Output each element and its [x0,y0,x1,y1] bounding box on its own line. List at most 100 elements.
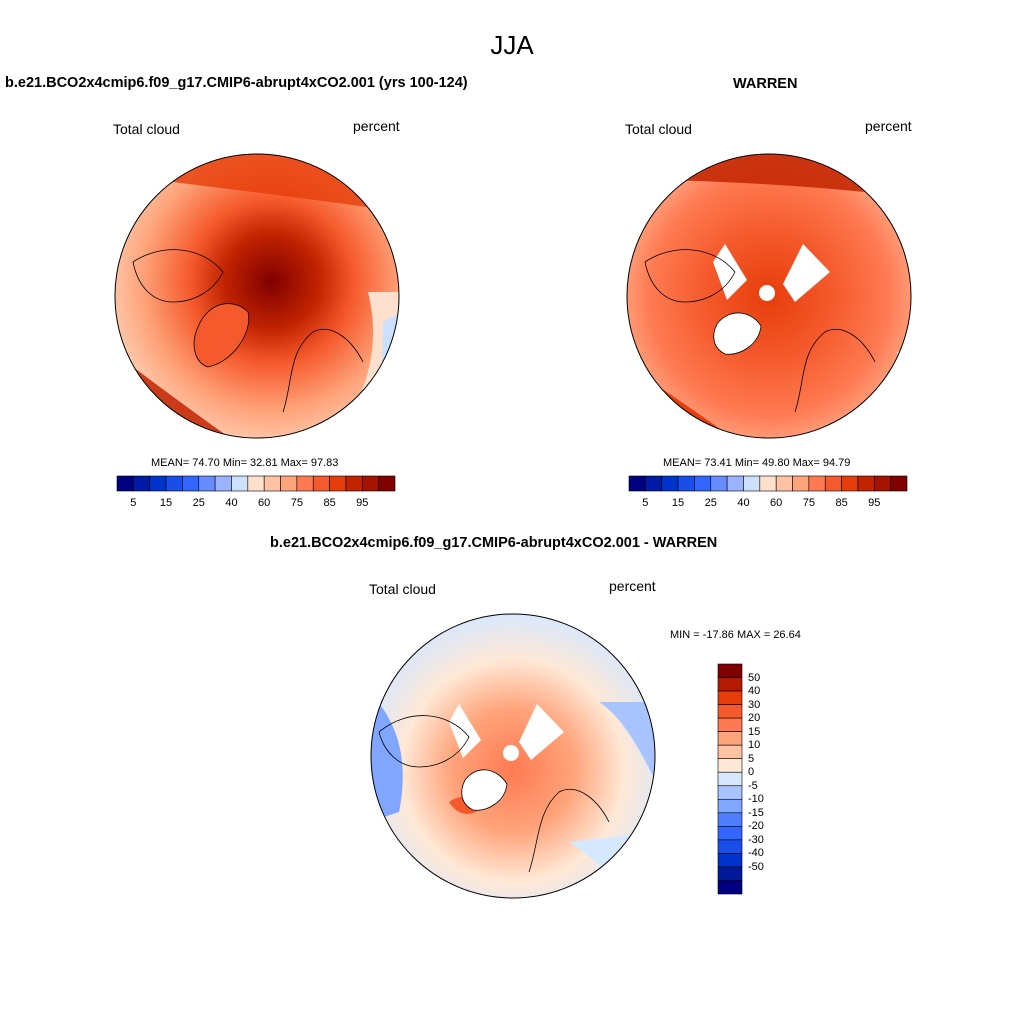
colorbar-tick-label: 40 [225,497,238,509]
panel-2-stats: MEAN= 73.41 Min= 49.80 Max= 94.79 [663,457,851,469]
colorbar-tick-label: 75 [290,497,303,509]
colorbar-swatch [628,475,646,492]
colorbar-swatch [247,475,265,492]
panel-1-colorbar-ticks: 5 15 25 40 60 75 85 95 [117,497,395,511]
colorbar-swatch [182,475,200,492]
panel-3-canada-decrease [371,692,403,822]
panel-3-colorbar [717,663,743,895]
panel-2-polar-map [626,153,912,439]
panel-3-title: b.e21.BCO2x4cmip6.f09_g17.CMIP6-abrupt4x… [270,535,718,551]
panel-3-stats: MIN = -17.86 MAX = 26.64 [670,629,801,641]
colorbar-swatch [717,785,743,800]
colorbar-tick-label: 0 [748,766,755,779]
colorbar-swatch [743,475,761,492]
colorbar-tick-label: 25 [192,497,205,509]
colorbar-swatch [717,771,743,787]
panel-1-stats: MEAN= 74.70 Min= 32.81 Max= 97.83 [151,457,339,469]
colorbar-tick-label: 10 [748,739,761,752]
colorbar-tick-label: -15 [748,806,764,819]
colorbar-tick-label: 15 [748,725,761,738]
colorbar-swatch [345,475,363,492]
colorbar-swatch [214,475,232,492]
panel-2-missing-data-a [713,244,747,300]
panel-1-polar-map [114,153,400,439]
panel-3-pole-hole [503,745,519,761]
panel-1-field [115,154,399,438]
colorbar-swatch [792,475,810,492]
colorbar-tick-label: -5 [748,779,758,792]
colorbar-swatch [717,690,743,705]
panel-2-title: WARREN [733,76,798,92]
panel-2-north-america-coast [644,249,736,303]
colorbar-tick-label: 50 [748,671,761,684]
colorbar-tick-label: 95 [356,497,369,509]
colorbar-tick-label: 5 [642,497,649,509]
panel-1-greenland-coast [193,303,250,368]
colorbar-swatch [890,475,908,492]
colorbar-swatch [775,475,793,492]
colorbar-swatch [717,663,743,678]
panel-1-map-border [114,153,400,439]
panel-2-missing-data-b [783,244,830,302]
colorbar-tick-label: 30 [748,698,761,711]
colorbar-swatch [717,839,743,854]
panel-3-polar-map [370,613,656,899]
colorbar-swatch [312,475,330,492]
panel-1-north-america-coast [132,249,224,303]
panel-3-eurasia-coast [528,789,610,873]
colorbar-swatch [717,880,743,895]
panel-2-asia-clear [897,347,911,396]
colorbar-swatch [726,475,744,492]
colorbar-swatch [116,475,134,492]
panel-3-map-border [370,613,656,899]
colorbar-tick-label: 20 [748,712,761,725]
panel-3-missing-data-a [449,704,481,758]
colorbar-swatch [717,704,743,719]
colorbar-tick-label: 60 [770,497,783,509]
colorbar-swatch [717,744,743,760]
colorbar-swatch [841,475,859,492]
panel-1-colorbar [116,475,396,492]
colorbar-swatch [717,758,743,773]
colorbar-tick-label: 85 [835,497,848,509]
colorbar-swatch [759,475,777,492]
colorbar-swatch [717,677,743,692]
colorbar-tick-label: 75 [802,497,815,509]
colorbar-swatch [710,475,728,492]
colorbar-swatch [857,475,875,492]
colorbar-tick-label: 15 [159,497,173,509]
panel-3-north-america-coast [378,715,470,768]
colorbar-swatch [824,475,842,492]
colorbar-swatch [263,475,281,492]
panel-1-variable-label: Total cloud [113,121,180,137]
panel-1-units-label: percent [353,118,400,134]
colorbar-tick-label: 5 [748,752,755,765]
colorbar-tick-label: 15 [671,497,685,509]
colorbar-swatch [661,475,679,492]
colorbar-swatch [717,812,743,827]
colorbar-swatch [329,475,347,492]
colorbar-swatch [717,826,743,841]
colorbar-swatch [231,475,249,492]
panel-3-colorbar-ticks: 50 40 30 20 15 10 5 0 -5 -10 -15 -20 -30 -40 -50 [748,664,788,894]
colorbar-swatch [717,717,743,732]
panel-2-units-label: percent [865,118,912,134]
colorbar-swatch [717,731,743,746]
panel-2-map-border [626,153,912,439]
panel-3-siberia-decrease [599,702,655,782]
panel-3-missing-data-b [519,704,564,760]
panel-2-colorbar-ticks: 5 15 25 40 60 75 85 95 [629,497,907,511]
colorbar-tick-label: -10 [748,793,764,806]
colorbar-tick-label: 25 [704,497,717,509]
panel-1-eurasia-coast [282,329,364,413]
panel-2-eurasia-coast [794,329,876,413]
colorbar-tick-label: -40 [748,847,764,860]
colorbar-swatch [717,798,743,814]
colorbar-swatch [165,475,183,492]
colorbar-swatch [808,475,826,492]
colorbar-swatch [873,475,891,492]
panel-3-variable-label: Total cloud [369,581,436,597]
panel-2-pole-hole [759,285,775,301]
colorbar-tick-label: -30 [748,833,764,846]
panel-2-colorbar [628,475,908,492]
